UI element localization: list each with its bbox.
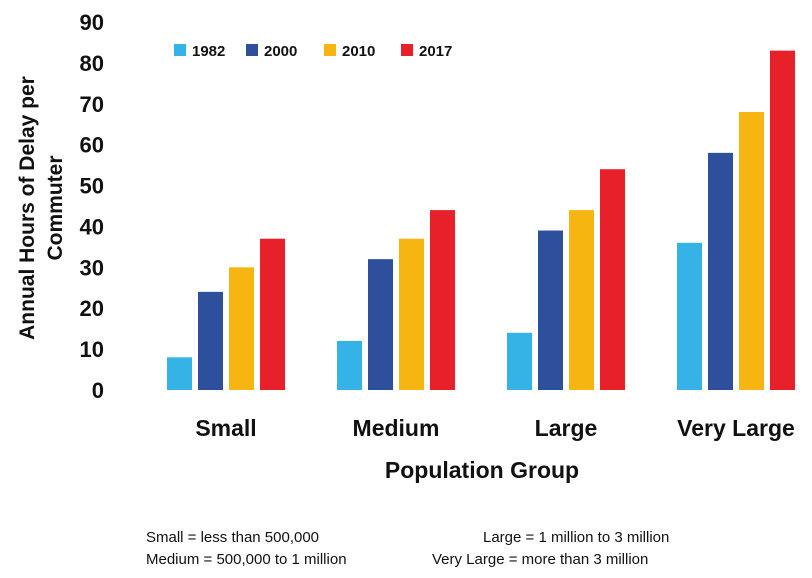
y-tick-label: 50 (80, 174, 104, 199)
x-tick-label: Small (195, 415, 256, 441)
legend-swatch (401, 44, 413, 56)
footnote-medium: Medium = 500,000 to 1 million (146, 551, 347, 568)
y-tick-label: 80 (80, 51, 104, 76)
footnote-very-large: Very Large = more than 3 million (432, 551, 649, 568)
y-axis-title-line: Commuter (44, 155, 67, 260)
footnote-left-column: Small = less than 500,000 Medium = 500,0… (146, 527, 347, 571)
bar-1982-very-large (677, 242, 702, 390)
y-tick-label: 90 (80, 10, 104, 35)
y-tick-label: 0 (92, 378, 104, 403)
y-tick-label: 70 (80, 92, 104, 117)
bar-2000-very-large (708, 152, 733, 390)
bar-2010-very-large (739, 111, 764, 390)
legend-swatch (174, 44, 186, 56)
legend-label: 2017 (419, 43, 452, 60)
y-axis-title: Annual Hours of Delay per Commuter (16, 76, 67, 340)
legend-label: 2010 (342, 43, 375, 60)
y-tick-label: 10 (80, 337, 104, 362)
bar-1982-large (507, 332, 532, 390)
bar-2000-large (538, 230, 563, 390)
bar-2000-medium (368, 259, 393, 390)
legend-swatch (324, 44, 336, 56)
x-axis-title: Population Group (385, 457, 579, 483)
x-tick-label: Very Large (677, 415, 795, 441)
x-tick-label: Large (535, 415, 598, 441)
y-axis-title-line: Annual Hours of Delay per (16, 76, 39, 340)
bar-1982-medium (337, 340, 362, 390)
bar-2017-very-large (770, 50, 795, 390)
y-tick-label: 60 (80, 133, 104, 158)
bar-2000-small (198, 291, 223, 390)
y-tick-label: 20 (80, 296, 104, 321)
legend-label: 2000 (264, 43, 297, 60)
footnote-right-column: Large = 1 million to 3 million Very Larg… (432, 527, 669, 571)
bars-group (167, 50, 795, 390)
y-tick-label: 40 (80, 214, 104, 239)
footnote-small: Small = less than 500,000 (146, 529, 320, 546)
x-axis-ticks: Small Medium Large Very Large (195, 415, 795, 441)
legend-label: 1982 (192, 43, 225, 60)
y-axis-ticks: 0 10 20 30 40 50 60 70 80 90 (80, 10, 104, 403)
legend-swatch (246, 44, 258, 56)
bar-2010-medium (399, 238, 424, 390)
legend: 1982 2000 2010 2017 (174, 43, 452, 60)
y-tick-label: 30 (80, 255, 104, 280)
bar-2017-small (260, 238, 285, 390)
footnote-large: Large = 1 million to 3 million (483, 529, 670, 546)
bar-1982-small (167, 357, 192, 390)
x-tick-label: Medium (353, 415, 440, 441)
bar-2017-large (600, 169, 625, 390)
bar-2010-large (569, 210, 594, 390)
bar-2017-medium (430, 210, 455, 390)
bar-2010-small (229, 267, 254, 390)
